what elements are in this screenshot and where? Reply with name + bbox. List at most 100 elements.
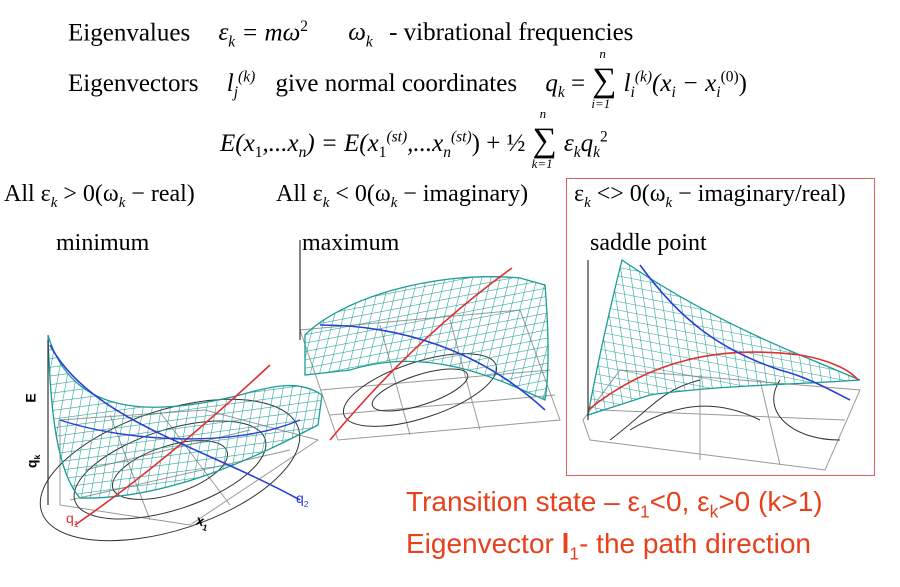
eigenvalues-label: Eigenvalues <box>68 19 191 47</box>
cond2-text: ε <box>574 181 585 207</box>
qk-sub: k <box>593 144 600 161</box>
minus-x: − x <box>675 70 717 97</box>
ev-text: Eigenvector <box>406 528 562 559</box>
zero-sup: (0) <box>720 68 739 86</box>
saddle-blue-path <box>639 264 851 401</box>
cond0-sub2: k <box>118 194 126 211</box>
i-sub: i <box>630 84 635 101</box>
cond2-sub2: k <box>665 194 673 211</box>
cond0-text: All ε <box>4 181 51 207</box>
saddle-frame <box>566 178 875 476</box>
q1-q: q <box>66 510 74 526</box>
eigenvector-path-line: Eigenvector l1- the path direction <box>406 528 811 565</box>
q2-q: q <box>296 490 304 506</box>
label-saddle: saddle point <box>590 230 707 256</box>
minimum-blue-path <box>49 344 301 501</box>
ts-mid: <0, ε <box>649 486 710 517</box>
maximum-red-path <box>329 267 513 441</box>
axis-q-sub: k <box>32 454 43 460</box>
dots-2: ,...x <box>407 130 444 157</box>
axis-qk-label: qk <box>23 455 42 468</box>
k-sub: k <box>228 33 236 51</box>
term: (x <box>652 70 672 97</box>
ts-end: >0 (k>1) <box>718 486 823 517</box>
omega-k-sub: k <box>365 33 373 51</box>
eigenvalues-line: Eigenvalues εk = mω2 ωk - vibrational fr… <box>68 18 633 51</box>
n-sub-2: n <box>443 144 451 161</box>
one-sub-2: 1 <box>378 144 387 161</box>
minimum-blue-path-2 <box>59 419 301 440</box>
q-k: q <box>580 130 594 157</box>
cond0-end: − real) <box>125 181 195 207</box>
q2-label: q2 <box>296 490 309 509</box>
condition-minimum: All εk > 0(ωk − real) <box>4 181 195 212</box>
saddle-red-path <box>587 351 859 411</box>
j-sub: j <box>233 84 239 101</box>
cond1-end: − imaginary) <box>397 181 529 207</box>
n-sub: n <box>298 144 307 161</box>
l-i-symbol: l <box>623 70 631 97</box>
eigenvectors-label: Eigenvectors <box>68 70 199 97</box>
cond2-rest: <> 0(ω <box>590 181 666 207</box>
plus-half: ) + ½ <box>471 130 526 157</box>
sum-symbol-1: n ∑ i=1 <box>591 46 617 111</box>
eigenvalue-formula: = mω <box>235 19 301 47</box>
omega-symbol: ω <box>348 19 366 47</box>
ev-bold-l: l <box>561 528 570 559</box>
epsilon-symbol: ε <box>218 19 229 47</box>
cond1-sub2: k <box>390 194 398 211</box>
st-sup: (st) <box>386 128 408 146</box>
ts-subk: k <box>709 501 719 522</box>
q2-sub: 2 <box>303 498 309 509</box>
l-symbol: l <box>226 70 234 97</box>
axis-q: q <box>23 459 40 469</box>
sum2-top: n <box>539 106 547 121</box>
energy-lhs: E(x <box>220 130 255 157</box>
frequency-description: - vibrational frequencies <box>389 19 634 47</box>
saddle-base-plane <box>582 369 861 471</box>
ts-sub1: 1 <box>640 501 650 522</box>
minimum-red-path <box>74 364 271 526</box>
ev-rest: - the path direction <box>579 528 811 559</box>
transition-state-line: Transition state – ε1<0, εk>0 (k>1) <box>406 486 823 523</box>
cond1-sub: k <box>322 194 330 211</box>
label-minimum: minimum <box>56 230 150 256</box>
energy-eq: ) = E(x <box>306 130 379 157</box>
axis-e-label: E <box>22 393 39 403</box>
cond2-sub: k <box>584 194 591 211</box>
cond0-rest: > 0(ω <box>57 181 119 207</box>
k-sub-3: k <box>573 144 581 161</box>
cond1-rest: < 0(ω <box>329 181 391 207</box>
sum-symbol-2: n ∑ k=1 <box>531 106 557 171</box>
label-maximum: maximum <box>302 230 400 256</box>
q1-label: q1 <box>66 510 79 529</box>
condition-maximum: All εk < 0(ωk − imaginary) <box>276 181 528 212</box>
one-sub: 1 <box>254 144 263 161</box>
st-sup-2: (st) <box>450 128 472 146</box>
ev-sub: 1 <box>569 543 580 564</box>
ts-text: Transition state – ε <box>406 486 640 517</box>
eigenvectors-line: Eigenvectors lj(k) give normal coordinat… <box>68 46 747 111</box>
cond0-sub: k <box>50 194 58 211</box>
q1-sub: 1 <box>73 518 79 529</box>
xi-sub: i <box>671 84 676 101</box>
cond2-end: − imaginary/real) <box>672 181 846 207</box>
sq-sup: 2 <box>599 128 608 146</box>
energy-expansion: E(x1,...xn) = E(x1(st),...xn(st)) + ½ n … <box>220 106 608 171</box>
condition-saddle: εk <> 0(ωk − imaginary/real) <box>574 181 846 212</box>
sum2-bottom: k=1 <box>531 156 553 171</box>
square-sup: 2 <box>300 18 309 35</box>
sum-bottom: i=1 <box>591 96 611 111</box>
xi0-sub: i <box>716 84 721 101</box>
maximum-blue-path <box>319 324 546 411</box>
dots: ,...x <box>262 130 299 157</box>
eps-k: ε <box>563 130 574 157</box>
k-sup-2: (k) <box>634 68 653 86</box>
normal-coordinates-text: give normal coordinates <box>275 70 518 97</box>
q-k-sub: k <box>557 84 565 101</box>
minimum-mesh <box>47 334 323 499</box>
k-sup: (k) <box>238 68 256 86</box>
q-symbol: q <box>545 70 558 97</box>
